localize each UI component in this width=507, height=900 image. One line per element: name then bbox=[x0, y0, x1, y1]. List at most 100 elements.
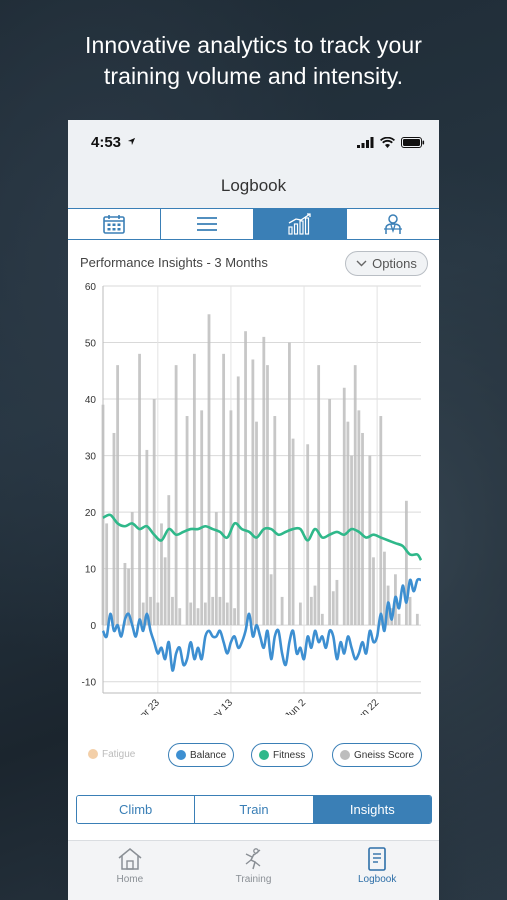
gneiss-score-bar bbox=[229, 410, 233, 626]
gneiss-score-bar bbox=[185, 416, 189, 626]
gneiss-score-bar bbox=[379, 416, 383, 626]
gneiss-score-bar bbox=[288, 342, 291, 626]
gneiss-score-bar bbox=[280, 596, 284, 626]
gneiss-score-bar bbox=[225, 602, 229, 626]
tab-home-label: Home bbox=[116, 874, 144, 885]
page-title: Logbook bbox=[220, 176, 287, 195]
gneiss-score-bar bbox=[361, 432, 364, 626]
balance-line bbox=[101, 577, 422, 672]
legend-balance-dot bbox=[176, 750, 186, 760]
gneiss-score-bar bbox=[236, 376, 240, 626]
gneiss-score-bar bbox=[196, 608, 200, 626]
logbook-icon bbox=[368, 847, 386, 871]
legend-gneiss-score-label: Gneiss Score bbox=[354, 749, 415, 761]
gneiss-score-bar bbox=[269, 574, 273, 626]
gneiss-score-bar bbox=[320, 613, 324, 626]
gneiss-score-bar bbox=[291, 438, 295, 626]
gneiss-score-bar bbox=[207, 314, 211, 626]
gneiss-score-bar bbox=[127, 568, 130, 626]
x-tick-label: Apr 23 bbox=[133, 697, 162, 715]
performance-chart: 60 50 40 30 20 10 0 -10 Apr 23 May 13 Jun 2 Jun 22 bbox=[68, 275, 439, 728]
segment-insights-chart[interactable] bbox=[254, 209, 347, 239]
segment-climb[interactable]: Climb bbox=[77, 796, 196, 823]
gneiss-score-bar bbox=[189, 602, 193, 626]
segment-calendar[interactable] bbox=[68, 209, 161, 239]
gneiss-score-bar bbox=[152, 399, 156, 626]
gneiss-score-bar bbox=[397, 613, 401, 626]
promo-headline-line-1: Innovative analytics to track your bbox=[84, 32, 423, 58]
tab-training[interactable]: Training bbox=[192, 841, 316, 900]
gneiss-score-bar bbox=[123, 562, 127, 626]
chart-svg: 60 50 40 30 20 10 0 -10 Apr 23 May 13 Jun 2 Jun 22 bbox=[82, 282, 423, 728]
tab-bar: Home Training Logbook bbox=[68, 840, 439, 900]
gneiss-score-bar bbox=[203, 602, 207, 626]
home-icon bbox=[118, 848, 142, 870]
y-tick-label: 40 bbox=[85, 395, 97, 406]
gneiss-score-bar bbox=[372, 557, 375, 626]
gneiss-score-bar bbox=[218, 596, 222, 626]
gneiss-score-bar bbox=[266, 365, 269, 626]
segment-list[interactable] bbox=[161, 209, 254, 239]
chevron-down-icon bbox=[356, 260, 367, 267]
gneiss-score-bar bbox=[306, 444, 310, 626]
promo-headline: Innovative analytics to track your train… bbox=[0, 30, 507, 92]
gneiss-score-bar bbox=[233, 608, 236, 626]
cellular-signal-icon bbox=[357, 136, 374, 148]
legend-fatigue-label: Fatigue bbox=[102, 748, 136, 760]
legend-fitness[interactable]: Fitness bbox=[251, 743, 314, 767]
segment-profile[interactable] bbox=[347, 209, 439, 239]
chart-icon bbox=[288, 213, 311, 235]
gneiss-score-bar bbox=[214, 512, 218, 626]
gneiss-score-bar bbox=[335, 579, 339, 626]
profile-icon bbox=[384, 214, 402, 234]
gneiss-score-bar bbox=[167, 495, 171, 626]
segment-train[interactable]: Train bbox=[195, 796, 314, 823]
gneiss-score-bar bbox=[353, 365, 357, 626]
x-tick-label: Jun 2 bbox=[283, 697, 308, 715]
legend-fatigue[interactable]: Fatigue bbox=[81, 743, 143, 765]
gneiss-score-bar bbox=[408, 596, 412, 626]
gneiss-score-bar bbox=[112, 432, 116, 626]
gneiss-score-bar bbox=[149, 596, 152, 626]
climber-icon bbox=[245, 848, 260, 870]
gneiss-score-bar bbox=[141, 602, 145, 626]
gneiss-score-bar bbox=[262, 336, 266, 626]
gneiss-score-bar bbox=[415, 613, 419, 626]
gneiss-score-bar bbox=[105, 523, 109, 626]
chart-title: Performance Insights - 3 Months bbox=[80, 255, 268, 270]
y-tick-label: 20 bbox=[85, 508, 97, 519]
gneiss-score-bar bbox=[163, 557, 167, 626]
status-icons bbox=[357, 135, 425, 149]
tab-logbook[interactable]: Logbook bbox=[315, 841, 439, 900]
options-label: Options bbox=[372, 256, 417, 271]
gneiss-score-bar bbox=[211, 596, 215, 626]
gneiss-score-bar bbox=[244, 331, 247, 626]
gneiss-score-bar bbox=[174, 365, 178, 626]
gneiss-score-bar bbox=[404, 500, 408, 626]
tab-home[interactable]: Home bbox=[68, 841, 192, 900]
y-tick-label: 10 bbox=[85, 565, 97, 576]
gneiss-score-bar bbox=[145, 449, 149, 626]
gneiss-score-bar bbox=[350, 455, 353, 626]
y-tick-label: -10 bbox=[82, 678, 97, 689]
y-tick-label: 0 bbox=[90, 621, 96, 632]
location-arrow-icon bbox=[128, 137, 136, 146]
options-button[interactable]: Options bbox=[345, 251, 428, 276]
gneiss-score-bar bbox=[298, 602, 302, 626]
gneiss-score-bar bbox=[156, 602, 160, 626]
legend-fitness-label: Fitness bbox=[273, 749, 306, 761]
segment-insights[interactable]: Insights bbox=[313, 796, 431, 823]
gneiss-score-bar bbox=[368, 455, 372, 626]
legend-balance[interactable]: Balance bbox=[168, 743, 235, 767]
battery-icon bbox=[401, 136, 425, 148]
gneiss-score-bar bbox=[130, 512, 134, 626]
legend-gneiss-score[interactable]: Gneiss Score bbox=[332, 743, 423, 767]
chart-legend: Fatigue Balance Fitness Gneiss Score bbox=[68, 743, 439, 769]
gneiss-score-bar bbox=[160, 523, 163, 626]
y-tick-label: 30 bbox=[85, 452, 97, 463]
legend-balance-label: Balance bbox=[190, 749, 227, 761]
list-icon bbox=[197, 217, 217, 231]
gneiss-score-bar bbox=[342, 387, 346, 626]
gneiss-score-bar bbox=[200, 410, 204, 626]
gneiss-score-bar bbox=[178, 608, 182, 626]
